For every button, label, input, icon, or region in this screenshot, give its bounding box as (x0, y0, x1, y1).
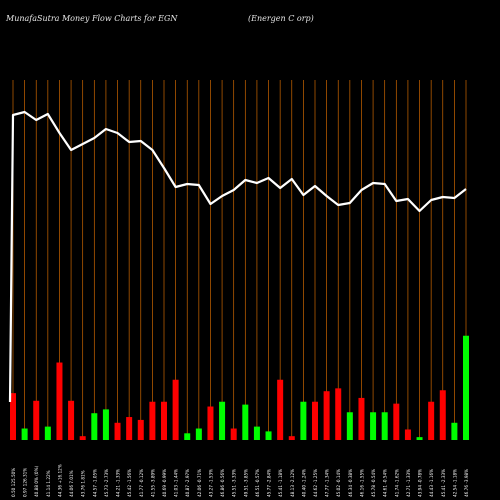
money-flow-bar (323, 391, 330, 440)
money-flow-bar (358, 397, 365, 440)
money-flow-bar (335, 388, 342, 440)
x-tick-label: 46.16 -1.55% (359, 469, 364, 497)
x-tick-label: 45.78 -0.54% (371, 469, 376, 497)
money-flow-bar (195, 428, 202, 440)
x-tick-label: 45.02 -0.14% (336, 469, 341, 497)
x-tick-label: 0.50 125.50% (11, 468, 16, 497)
x-tick-label: 45.41 -1.18% (278, 469, 283, 497)
money-flow-bar (312, 401, 318, 440)
money-flow-bar (277, 379, 284, 440)
x-tick-label: 46.51 -0.57% (255, 469, 260, 497)
chart-header: MunafaSutra Money Flow Charts for EGN (E… (0, 0, 500, 40)
money-flow-bar (370, 412, 377, 440)
money-flow-bar (161, 401, 167, 440)
x-tick-label: 40.88 0% (0%) (34, 465, 39, 497)
x-tick-label: 42.54 -1.18% (452, 469, 457, 497)
x-tick-label: 43.76 1.81% (81, 470, 86, 497)
x-tick-label: 42.06 -0.71% (197, 469, 202, 497)
money-flow-bar (300, 401, 307, 440)
x-tick-label: 44.06 7.01% (69, 470, 74, 497)
x-tick-label: 41.03 -1.44% (174, 469, 179, 497)
x-tick-label: 41.55 -3.89% (150, 469, 155, 497)
x-tick-label: 45.42 -1.56% (127, 469, 132, 497)
x-tick-label: 45.77 -2.84% (267, 469, 272, 497)
x-tick-label: 44.21 -1.33% (116, 469, 121, 497)
chart-title: MunafaSutra Money Flow Charts for EGN (6, 14, 178, 23)
money-flow-bar (126, 417, 133, 440)
x-tick-label: 40.40 -1.24% (301, 469, 306, 497)
money-flow-bar (137, 419, 144, 440)
money-flow-bar (230, 428, 237, 440)
x-tick-label: 41.14 1.22% (46, 470, 51, 497)
money-flow-bar (114, 422, 121, 440)
money-flow-bar (381, 412, 388, 440)
x-tick-label: 44.57 -1.05% (92, 469, 97, 497)
money-flow-bar (91, 413, 98, 440)
x-tick-label: 46.34 -0.38% (348, 469, 353, 497)
x-tick-label: 43.27 -1.53% (208, 469, 213, 497)
x-tick-label: 41.74 -1.62% (394, 469, 399, 497)
money-flow-bar (68, 400, 75, 440)
x-tick-label: 44.62 -1.25% (313, 469, 318, 497)
money-flow-bar (253, 426, 260, 440)
company-name: (Energen C orp) (248, 14, 314, 23)
x-tick-label: 49.51 -3.85% (243, 469, 248, 497)
money-flow-bar (184, 433, 191, 440)
money-flow-bar (404, 429, 411, 440)
money-flow-bar (21, 428, 28, 440)
money-flow-bar (439, 390, 446, 440)
money-flow-bar (288, 436, 295, 440)
money-flow-bar (416, 437, 423, 440)
money-flow-bar (102, 409, 109, 440)
x-tick-label: 43.94 -0.78% (418, 469, 423, 497)
x-tick-label: 45.51 -3.33% (232, 469, 237, 497)
money-flow-bar (451, 422, 458, 440)
money-flow-bar (346, 412, 353, 440)
money-flow-bar (463, 335, 469, 440)
x-tick-label: 46.76 -3.98% (464, 469, 469, 497)
money-flow-bar (44, 426, 51, 440)
money-flow-bar (393, 403, 400, 440)
money-flow-bar (242, 404, 249, 440)
x-tick-label: 41.77 -0.12% (139, 469, 144, 497)
x-tick-label: 48.13 -2.12% (290, 469, 295, 497)
money-flow-bar (56, 362, 63, 440)
money-flow-bar (172, 379, 179, 440)
money-flow-bar (265, 431, 272, 440)
money-flow-bar (428, 401, 435, 440)
money-flow-bar (207, 406, 214, 440)
x-tick-label: 44.61 -0.54% (383, 469, 388, 497)
x-tick-label: 40.69 -0.99% (162, 469, 167, 497)
money-flow-bar (219, 401, 226, 440)
x-tick-label: 45.73 -2.73% (104, 469, 109, 497)
money-flow-bar (33, 400, 40, 440)
x-tick-label: 46.86 -0.56% (220, 469, 225, 497)
x-tick-label: 40.87 -2.97% (185, 469, 190, 497)
x-tick-label: 45.41 -2.33% (441, 469, 446, 497)
x-tick-label: 44.43 -1.16% (429, 469, 434, 497)
price-line (8, 110, 467, 403)
x-tick-label: 47.77 -1.34% (325, 469, 330, 497)
x-tick-label: 42.71 -1.33% (406, 469, 411, 497)
money-flow-bar (79, 436, 86, 440)
money-flow-bar (10, 393, 16, 440)
x-tick-label: 0.97 126.31% (23, 468, 28, 497)
x-tick-label: 44.36 +16.12% (57, 464, 62, 497)
money-flow-bar (149, 401, 156, 440)
